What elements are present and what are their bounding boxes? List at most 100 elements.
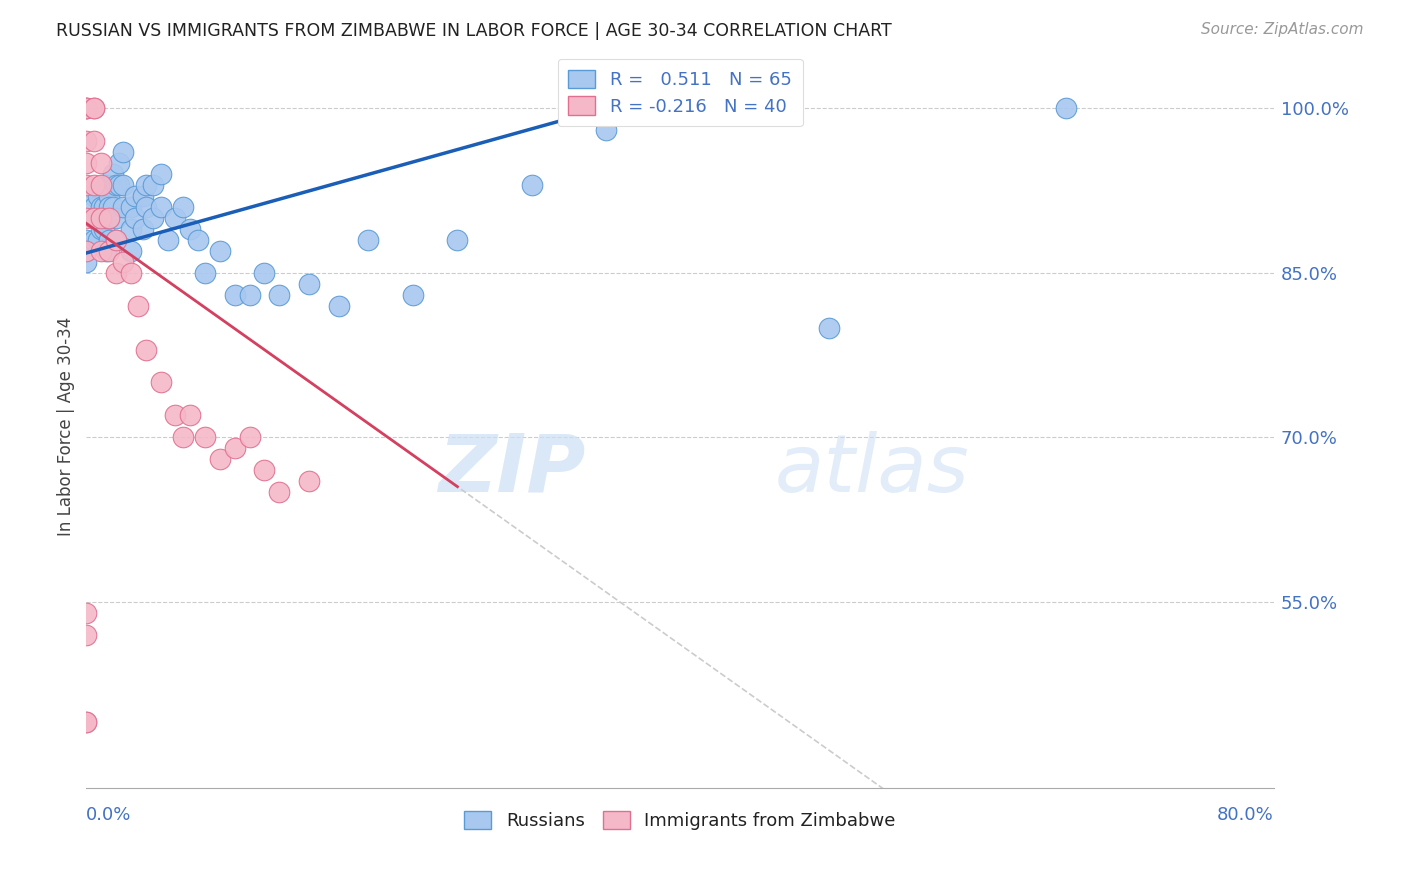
Point [83,178,105,192]
Point [75,101,97,115]
Text: RUSSIAN VS IMMIGRANTS FROM ZIMBABWE IN LABOR FORCE | AGE 30-34 CORRELATION CHART: RUSSIAN VS IMMIGRANTS FROM ZIMBABWE IN L… [56,22,891,40]
Point [75,156,97,170]
Point [83,134,105,148]
Point [104,211,127,225]
Point [112,200,135,214]
Point [127,299,149,313]
Point [104,266,127,280]
Point [194,266,217,280]
Point [90,156,112,170]
Point [239,287,262,301]
Point [97,244,120,258]
Point [328,299,350,313]
Point [142,211,165,225]
Point [97,211,120,225]
Point [179,409,201,423]
Point [101,167,124,181]
Point [446,233,468,247]
Point [75,101,97,115]
Point [104,233,127,247]
Point [172,200,194,214]
Point [83,189,105,203]
Point [90,244,112,258]
Point [149,167,172,181]
Point [208,452,231,467]
Point [298,277,321,291]
Point [104,233,127,247]
Point [402,287,425,301]
Point [93,200,115,214]
Point [93,222,115,236]
Point [131,189,153,203]
Point [149,376,172,390]
Point [120,266,142,280]
Point [269,287,291,301]
Point [165,409,187,423]
Point [120,244,142,258]
Point [97,189,120,203]
Point [83,211,105,225]
Y-axis label: In Labor Force | Age 30-34: In Labor Force | Age 30-34 [58,317,75,536]
Point [101,200,124,214]
Point [224,442,246,456]
Point [75,254,97,268]
Point [75,606,97,620]
Point [90,200,112,214]
Point [172,430,194,444]
Point [187,233,209,247]
Point [595,123,617,137]
Point [520,178,543,192]
Point [131,222,153,236]
Point [90,211,112,225]
Point [112,254,135,268]
Legend: R =   0.511   N = 65, R = -0.216   N = 40: R = 0.511 N = 65, R = -0.216 N = 40 [558,59,803,127]
Point [83,200,105,214]
Text: atlas: atlas [775,431,970,508]
Point [75,101,97,115]
Point [97,200,120,214]
Point [83,211,105,225]
Point [142,178,165,192]
Text: Source: ZipAtlas.com: Source: ZipAtlas.com [1201,22,1364,37]
Point [120,222,142,236]
Point [97,211,120,225]
Point [94,211,117,225]
Point [75,244,97,258]
Text: 0.0%: 0.0% [86,806,132,824]
Point [90,211,112,225]
Point [156,233,179,247]
Point [135,343,157,357]
Point [135,200,157,214]
Point [87,189,110,203]
Point [75,211,97,225]
Point [90,222,112,236]
Point [83,233,105,247]
Point [208,244,231,258]
Point [104,178,127,192]
Point [253,266,276,280]
Point [135,178,157,192]
Point [87,233,110,247]
Point [83,101,105,115]
Point [124,211,146,225]
Point [93,178,115,192]
Point [90,178,112,192]
Point [120,200,142,214]
Point [124,189,146,203]
Point [149,200,172,214]
Point [298,474,321,488]
Text: ZIP: ZIP [437,431,585,508]
Point [165,211,187,225]
Point [112,145,135,159]
Text: 80.0%: 80.0% [1218,806,1274,824]
Point [108,178,131,192]
Point [269,485,291,500]
Point [817,320,839,334]
Point [357,233,380,247]
Point [83,101,105,115]
Point [75,715,97,730]
Point [75,715,97,730]
Point [75,244,97,258]
Point [224,287,246,301]
Point [75,233,97,247]
